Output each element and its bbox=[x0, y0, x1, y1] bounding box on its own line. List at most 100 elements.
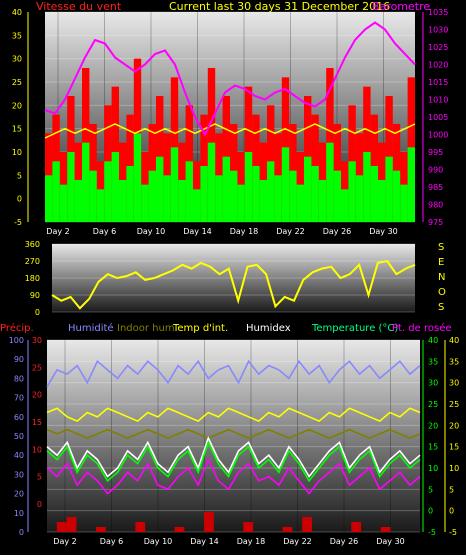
wind-bar bbox=[318, 180, 327, 222]
wind-bar bbox=[96, 189, 105, 222]
legend-temperature: Temperature (°C) bbox=[311, 323, 398, 334]
wind-bar bbox=[148, 170, 156, 222]
left-tick-label: 40 bbox=[12, 8, 22, 17]
x-axis-ticks: Day 2 Day 6 Day 10 Day 14 Day 18 Day 22 Day 26… bbox=[53, 537, 404, 546]
x-tick-label: Day 18 bbox=[237, 537, 266, 546]
precip-bar bbox=[96, 527, 106, 532]
x-tick-label: Day 30 bbox=[369, 227, 398, 236]
precip-tick-label: 30 bbox=[32, 336, 42, 345]
wind-bar bbox=[274, 175, 282, 222]
wind-bar bbox=[67, 152, 75, 222]
indoor-hum-line bbox=[46, 428, 421, 439]
wind-bar bbox=[170, 147, 179, 222]
wind-bar bbox=[193, 189, 201, 222]
legend-indoor-hum: Indoor hum bbox=[117, 323, 175, 334]
x-tick-label: Day 10 bbox=[144, 537, 173, 546]
right-tick-label: 980 bbox=[428, 201, 443, 210]
wind-bar bbox=[355, 175, 364, 222]
x-tick-label: Day 26 bbox=[323, 227, 352, 236]
left-axis-ticks: 40 35 30 25 20 15 10 5 0 -5 bbox=[12, 8, 22, 227]
legend-humidity: Humidité bbox=[68, 322, 114, 334]
right-tick-label: 1035 bbox=[428, 8, 448, 17]
right-tick-label: 10 bbox=[428, 464, 438, 473]
wind-bar bbox=[230, 170, 238, 222]
humidity-tick-label: 70 bbox=[14, 394, 24, 403]
wind-bar bbox=[385, 156, 393, 222]
right2-tick-label: -5 bbox=[449, 528, 457, 537]
right-tick-label: 15 bbox=[428, 443, 438, 452]
plot-background bbox=[52, 244, 415, 312]
wind-bar bbox=[59, 184, 68, 222]
wind-bar bbox=[126, 166, 134, 222]
humidex-line bbox=[46, 435, 421, 478]
humidity-tick-label: 60 bbox=[14, 413, 24, 422]
humidity-tick-label: 50 bbox=[14, 432, 24, 441]
precip-axis-ticks: 30 25 20 15 10 5 0 bbox=[32, 336, 42, 509]
legend-temp-int: Temp d'int. bbox=[172, 323, 228, 334]
legend-precip: Précip. bbox=[0, 322, 34, 334]
wind-bar bbox=[156, 156, 164, 222]
wind-bar bbox=[370, 166, 378, 222]
right-tick-label: 1025 bbox=[428, 43, 448, 52]
wind-bar bbox=[104, 161, 112, 222]
wind-bar bbox=[163, 175, 171, 222]
right-tick-label: 1030 bbox=[428, 26, 448, 35]
wind-bar bbox=[259, 180, 267, 222]
temp-int-line bbox=[46, 407, 421, 423]
wind-bar bbox=[281, 147, 290, 222]
right2-tick-label: 40 bbox=[449, 336, 459, 345]
x-tick-label: Day 2 bbox=[46, 227, 69, 236]
right-tick-label: 25 bbox=[428, 400, 438, 409]
precip-bar bbox=[282, 527, 293, 532]
precip-bar bbox=[380, 527, 391, 532]
right2-tick-label: 25 bbox=[449, 400, 459, 409]
wind-bar bbox=[289, 170, 297, 222]
x-axis-ticks: Day 2 Day 6 Day 10 Day 14 Day 18 Day 22 Day 26… bbox=[46, 227, 397, 236]
wind-bar bbox=[267, 161, 275, 222]
left-tick-label: 10 bbox=[12, 148, 22, 157]
humidity-tick-label: 90 bbox=[14, 355, 24, 364]
wind-bar bbox=[363, 152, 371, 222]
chart-title: Current last 30 days 31 December 2016 bbox=[169, 0, 390, 13]
precip-tick-label: 5 bbox=[37, 473, 42, 482]
left-tick-label: 30 bbox=[12, 55, 22, 64]
temperature-axis-ticks: 40 40 35 35 30 30 25 25 20 20 15 15 10 10 5 5 0 0 -5 -5 bbox=[428, 336, 459, 537]
humidity-tick-label: 10 bbox=[14, 509, 24, 518]
x-tick-label: Day 22 bbox=[283, 537, 312, 546]
wind-bar bbox=[215, 175, 223, 222]
left-tick-label: 35 bbox=[12, 31, 22, 40]
right2-tick-label: 10 bbox=[449, 464, 459, 473]
left-tick-label: 5 bbox=[17, 171, 22, 180]
grid bbox=[52, 243, 415, 313]
right2-tick-label: 5 bbox=[449, 485, 454, 494]
x-tick-label: Day 10 bbox=[137, 227, 166, 236]
compass-label: N bbox=[438, 272, 445, 283]
precip-bar bbox=[204, 512, 214, 532]
humidity-tick-label: 30 bbox=[14, 470, 24, 479]
temperature-line bbox=[46, 440, 421, 483]
wind-bar bbox=[296, 184, 304, 222]
precip-tick-label: 15 bbox=[32, 418, 42, 427]
left-tick-label: 25 bbox=[12, 78, 22, 87]
wind-bar bbox=[378, 180, 386, 222]
precip-bar bbox=[135, 522, 146, 532]
right-axis-ticks: 1035 1030 1025 1020 1015 1010 1005 1000 995 990 98… bbox=[428, 8, 448, 227]
x-tick-label: Day 2 bbox=[53, 537, 76, 546]
wind-bar bbox=[133, 133, 142, 222]
wind-bar bbox=[304, 156, 312, 222]
precip-tick-label: 20 bbox=[32, 391, 42, 400]
left-tick-label: 15 bbox=[12, 125, 22, 134]
wind-direction-line bbox=[51, 259, 416, 310]
right-tick-label: 40 bbox=[428, 336, 438, 345]
wind-bar bbox=[45, 175, 53, 222]
wind-bar bbox=[326, 142, 334, 222]
wind-bar bbox=[89, 170, 97, 222]
right-tick-label: 1010 bbox=[428, 96, 448, 105]
wind-bar bbox=[333, 170, 341, 222]
right-tick-label: -5 bbox=[428, 528, 436, 537]
wind-bar bbox=[200, 166, 208, 222]
right2-tick-label: 0 bbox=[449, 507, 454, 516]
right2-tick-label: 30 bbox=[449, 379, 459, 388]
legend-humidex: Humidex bbox=[246, 323, 291, 334]
